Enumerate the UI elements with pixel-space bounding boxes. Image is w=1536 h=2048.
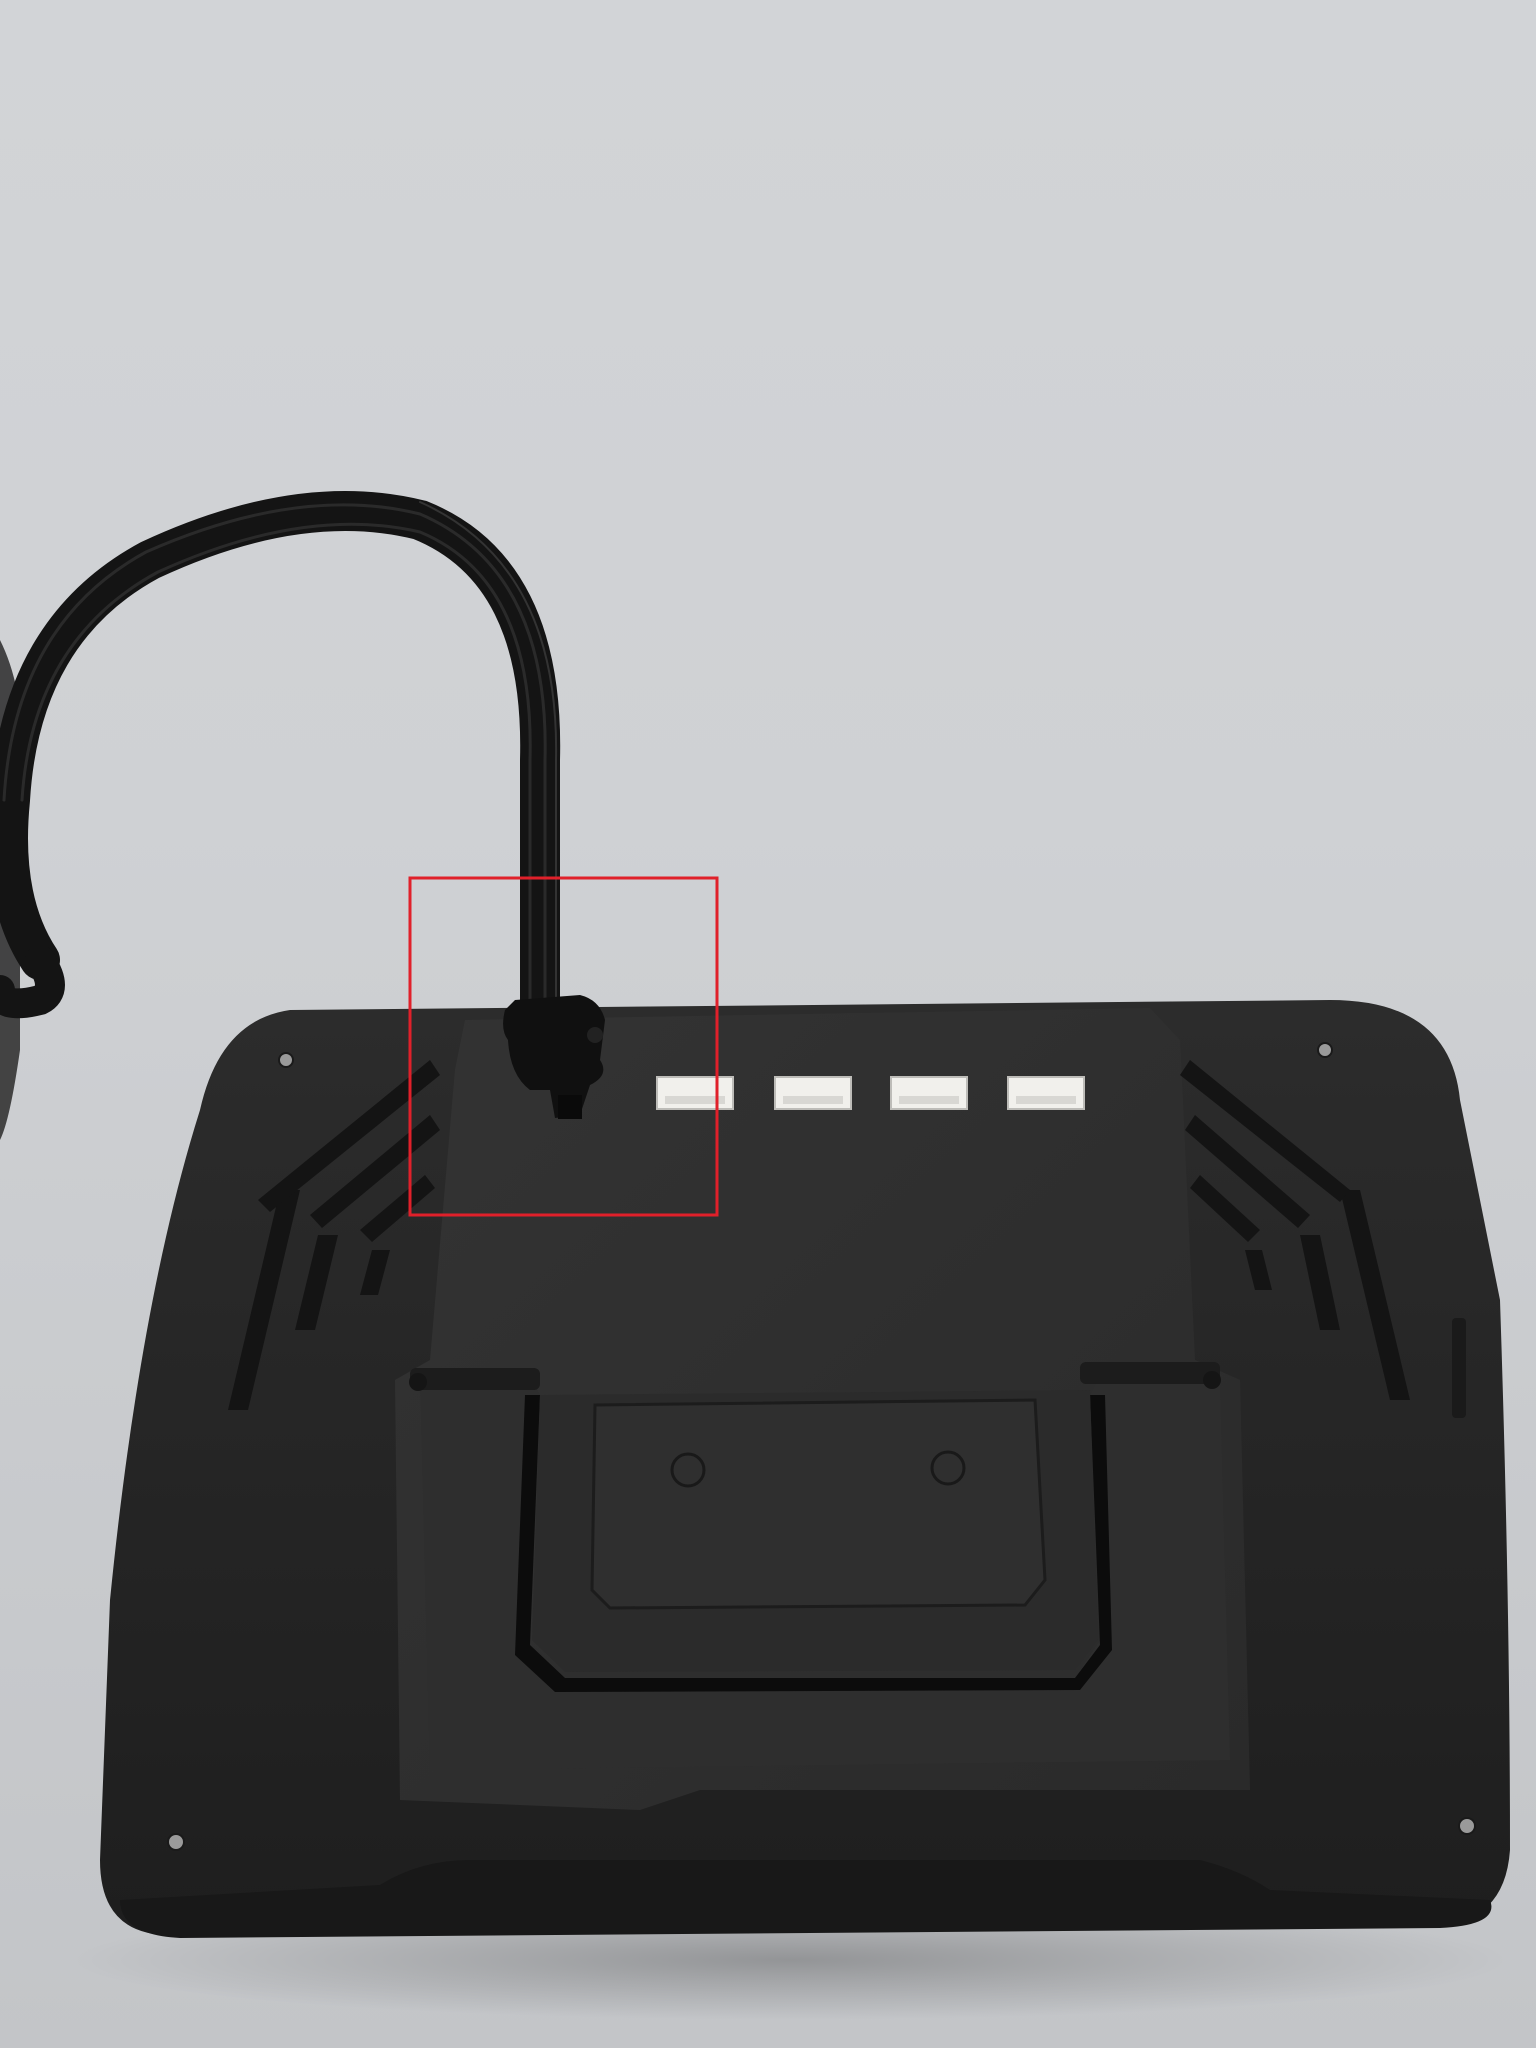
kickstand-dot-left	[670, 1452, 706, 1488]
hinge-right	[1080, 1362, 1220, 1384]
port-5[interactable]	[1007, 1076, 1085, 1110]
port-4-slot	[899, 1096, 959, 1104]
left-vents	[228, 1060, 440, 1410]
port-2[interactable]	[656, 1076, 734, 1110]
hinge-pin-right	[1203, 1371, 1221, 1389]
port-4[interactable]	[890, 1076, 968, 1110]
connector-tab	[558, 1095, 582, 1119]
port-3-slot	[783, 1096, 843, 1104]
right-vents	[1180, 1060, 1410, 1400]
hinge-pin-left	[409, 1373, 427, 1391]
kickstand-dot-right	[930, 1450, 966, 1486]
port-2-slot	[665, 1096, 725, 1104]
ribbon-cable	[0, 491, 561, 1025]
screw-bottom-right	[1458, 1817, 1476, 1835]
side-button	[1452, 1318, 1466, 1418]
port-5-slot	[1016, 1096, 1076, 1104]
port-row	[656, 1076, 1085, 1110]
hinge-left	[410, 1368, 540, 1390]
kickstand-inset	[590, 1398, 1047, 1610]
screw-bottom-left	[167, 1833, 185, 1851]
cable-connector	[503, 995, 605, 1119]
screws	[167, 1042, 1476, 1851]
screw-top-right	[1317, 1042, 1333, 1058]
port-3[interactable]	[774, 1076, 852, 1110]
highlight-box	[408, 876, 719, 1217]
connector-latch	[587, 1027, 603, 1043]
screw-top-left	[278, 1052, 294, 1068]
device-bottom-lip	[120, 1860, 1492, 1938]
